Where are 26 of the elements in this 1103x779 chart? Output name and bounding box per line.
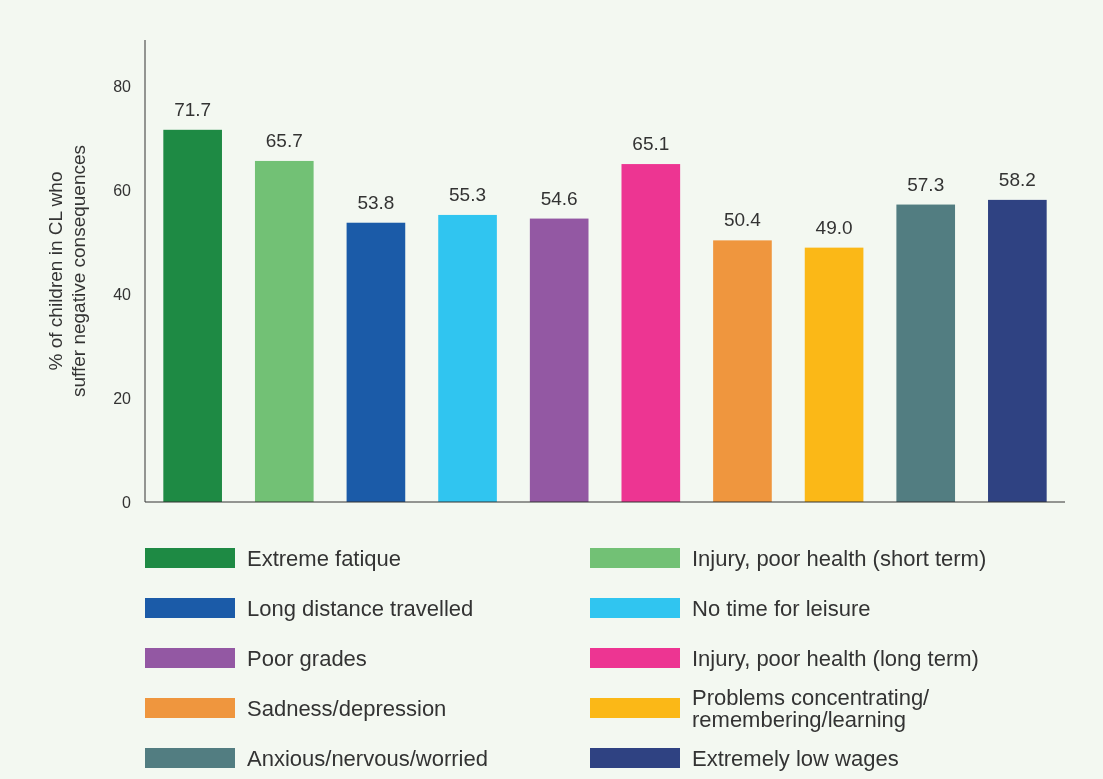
legend-label: Problems concentrating/remembering/learning [692,684,931,732]
y-tick-label: 40 [113,285,132,303]
data-label: 49.0 [815,216,853,238]
legend-label: Anxious/nervous/worried [247,745,488,771]
legend-label: Poor grades [247,645,367,671]
data-label: 50.4 [723,209,762,231]
legend-label: Injury, poor health (short term) [692,545,987,571]
legend-label: Injury, poor health (long term) [692,645,979,671]
data-label: 54.6 [540,187,578,209]
legend-label: No time for leisure [692,595,871,621]
y-tick-label: 0 [122,493,132,511]
data-label: 65.7 [265,129,303,151]
data-label: 71.7 [174,98,212,120]
legend-label: Sadness/depression [247,695,447,721]
y-tick-label: 20 [113,389,132,407]
y-tick-label: 80 [113,78,132,96]
legend-label: Long distance travelled [247,595,474,621]
data-label: 58.2 [998,168,1036,190]
data-label: 57.3 [907,173,945,195]
y-tick-label: 60 [113,182,132,200]
data-label: 53.8 [357,191,395,213]
legend-label: Extremely low wages [692,745,899,771]
data-label: 65.1 [632,133,670,155]
data-label: 55.3 [449,183,487,205]
y-axis-title: % of children in CL who suffer negative consequences [45,144,89,398]
legend-label: Extreme fatique [247,545,402,571]
